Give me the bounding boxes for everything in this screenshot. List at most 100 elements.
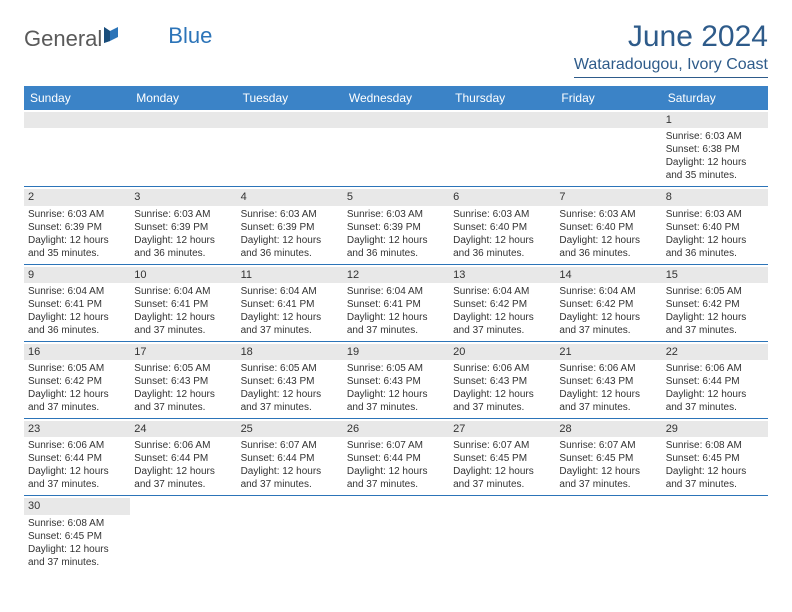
day-number: 19 [343,344,449,360]
day-daylight1: Daylight: 12 hours [134,388,232,401]
day-number [237,498,343,513]
day-number: 2 [24,189,130,205]
day-number [449,112,555,128]
day-daylight1: Daylight: 12 hours [559,388,657,401]
day-info: Sunrise: 6:05 AMSunset: 6:43 PMDaylight:… [134,362,232,414]
day-info: Sunrise: 6:06 AMSunset: 6:44 PMDaylight:… [134,439,232,491]
day-sunset: Sunset: 6:45 PM [28,530,126,543]
day-info: Sunrise: 6:04 AMSunset: 6:41 PMDaylight:… [28,285,126,337]
day-info: Sunrise: 6:05 AMSunset: 6:42 PMDaylight:… [28,362,126,414]
day-cell: 24Sunrise: 6:06 AMSunset: 6:44 PMDayligh… [130,419,236,495]
day-daylight1: Daylight: 12 hours [28,234,126,247]
day-daylight1: Daylight: 12 hours [666,388,764,401]
day-info: Sunrise: 6:03 AMSunset: 6:39 PMDaylight:… [28,208,126,260]
day-sunset: Sunset: 6:45 PM [453,452,551,465]
day-number: 25 [237,421,343,437]
day-daylight1: Daylight: 12 hours [666,156,764,169]
day-number [449,498,555,513]
day-number [343,498,449,513]
day-cell [237,496,343,572]
day-cell [449,496,555,572]
day-sunrise: Sunrise: 6:04 AM [134,285,232,298]
day-sunrise: Sunrise: 6:05 AM [28,362,126,375]
day-cell: 14Sunrise: 6:04 AMSunset: 6:42 PMDayligh… [555,265,661,341]
day-cell [662,496,768,572]
day-number [555,112,661,128]
day-sunset: Sunset: 6:41 PM [134,298,232,311]
day-daylight1: Daylight: 12 hours [666,465,764,478]
day-number: 4 [237,189,343,205]
day-daylight1: Daylight: 12 hours [559,311,657,324]
day-info: Sunrise: 6:03 AMSunset: 6:39 PMDaylight:… [134,208,232,260]
day-sunset: Sunset: 6:40 PM [559,221,657,234]
day-cell: 28Sunrise: 6:07 AMSunset: 6:45 PMDayligh… [555,419,661,495]
day-sunset: Sunset: 6:44 PM [28,452,126,465]
day-daylight1: Daylight: 12 hours [453,388,551,401]
day-sunrise: Sunrise: 6:05 AM [347,362,445,375]
day-cell: 1 Sunrise: 6:03 AMSunset: 6:38 PMDaylight… [662,110,768,186]
logo-flag-icon [104,27,126,48]
week-row: 1 Sunrise: 6:03 AMSunset: 6:38 PMDaylight… [24,110,768,187]
day-number: 3 [130,189,236,205]
day-cell: 25 Sunrise: 6:07 AMSunset: 6:44 PMDayligh… [237,419,343,495]
day-number: 30 [24,498,130,514]
day-number: 15 [662,267,768,283]
day-daylight2: and 37 minutes. [347,478,445,491]
day-daylight1: Daylight: 12 hours [134,234,232,247]
day-header: Monday [130,86,236,110]
day-number [130,112,236,128]
day-number [130,498,236,513]
day-sunset: Sunset: 6:42 PM [559,298,657,311]
day-sunset: Sunset: 6:39 PM [28,221,126,234]
day-daylight2: and 37 minutes. [134,401,232,414]
day-number: 1 [662,112,768,128]
day-cell: 21 Sunrise: 6:06 AMSunset: 6:43 PMDayligh… [555,342,661,418]
day-daylight1: Daylight: 12 hours [134,465,232,478]
day-info: Sunrise: 6:06 AMSunset: 6:44 PMDaylight:… [28,439,126,491]
day-daylight2: and 35 minutes. [28,247,126,260]
day-cell: 26Sunrise: 6:07 AMSunset: 6:44 PMDayligh… [343,419,449,495]
day-info: Sunrise: 6:06 AMSunset: 6:43 PMDaylight:… [559,362,657,414]
day-number [343,112,449,128]
day-cell: 9Sunrise: 6:04 AMSunset: 6:41 PMDaylight… [24,265,130,341]
day-daylight1: Daylight: 12 hours [241,465,339,478]
day-number [24,112,130,128]
day-cell [343,110,449,186]
day-daylight2: and 36 minutes. [134,247,232,260]
day-sunrise: Sunrise: 6:03 AM [28,208,126,221]
day-number: 12 [343,267,449,283]
day-sunset: Sunset: 6:43 PM [347,375,445,388]
day-sunrise: Sunrise: 6:07 AM [347,439,445,452]
day-info: Sunrise: 6:03 AMSunset: 6:38 PMDaylight:… [666,130,764,182]
day-daylight2: and 36 minutes. [28,324,126,337]
day-cell: 3 Sunrise: 6:03 AMSunset: 6:39 PMDaylight… [130,187,236,263]
day-daylight2: and 37 minutes. [453,478,551,491]
day-cell: 13Sunrise: 6:04 AMSunset: 6:42 PMDayligh… [449,265,555,341]
day-daylight2: and 36 minutes. [347,247,445,260]
day-sunrise: Sunrise: 6:03 AM [241,208,339,221]
day-number: 21 [555,344,661,360]
day-info: Sunrise: 6:04 AMSunset: 6:41 PMDaylight:… [134,285,232,337]
day-sunset: Sunset: 6:41 PM [347,298,445,311]
day-cell [555,110,661,186]
day-number: 7 [555,189,661,205]
day-sunrise: Sunrise: 6:06 AM [28,439,126,452]
day-cell: 2 Sunrise: 6:03 AMSunset: 6:39 PMDaylight… [24,187,130,263]
week-row: 16Sunrise: 6:05 AMSunset: 6:42 PMDayligh… [24,342,768,419]
day-header: Wednesday [343,86,449,110]
day-cell: 7Sunrise: 6:03 AMSunset: 6:40 PMDaylight… [555,187,661,263]
day-sunrise: Sunrise: 6:03 AM [347,208,445,221]
day-info: Sunrise: 6:07 AMSunset: 6:44 PMDaylight:… [241,439,339,491]
logo: General Blue [24,26,212,52]
day-daylight1: Daylight: 12 hours [347,234,445,247]
day-number: 8 [662,189,768,205]
week-row: 9Sunrise: 6:04 AMSunset: 6:41 PMDaylight… [24,265,768,342]
day-number: 10 [130,267,236,283]
day-info: Sunrise: 6:08 AMSunset: 6:45 PMDaylight:… [28,517,126,569]
day-daylight1: Daylight: 12 hours [241,311,339,324]
day-sunrise: Sunrise: 6:05 AM [241,362,339,375]
day-header: Thursday [449,86,555,110]
day-sunset: Sunset: 6:43 PM [559,375,657,388]
day-cell: 20Sunrise: 6:06 AMSunset: 6:43 PMDayligh… [449,342,555,418]
day-info: Sunrise: 6:03 AMSunset: 6:39 PMDaylight:… [347,208,445,260]
